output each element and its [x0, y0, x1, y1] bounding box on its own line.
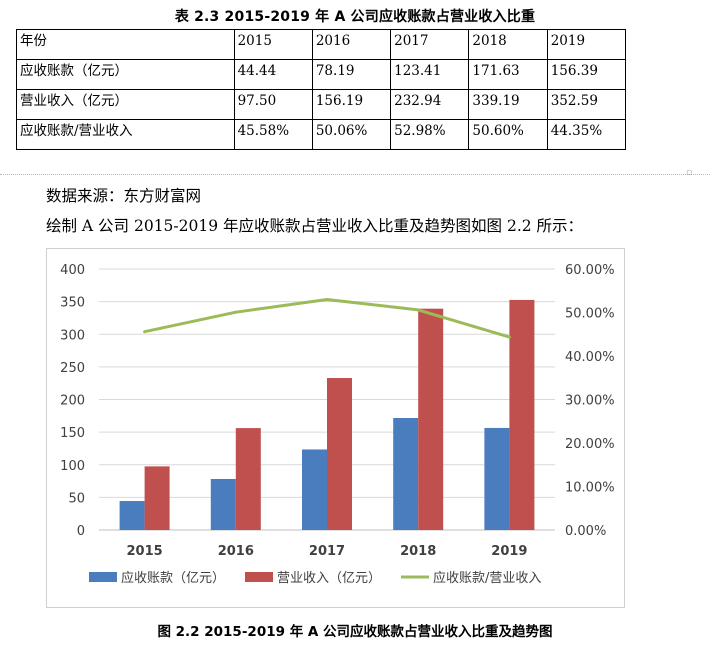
y-tick-label: 150: [60, 426, 85, 441]
section-divider: [0, 174, 710, 175]
table-cell: 营业收入（亿元）: [16, 89, 235, 120]
table-cell: 171.63: [468, 59, 548, 90]
y-tick-label: 400: [60, 263, 85, 278]
bar-revenue: [418, 308, 444, 530]
y2-tick-label: 30.00%: [565, 394, 615, 409]
data-source-text: 数据来源：东方财富网: [46, 187, 202, 205]
y2-tick-label: 50.00%: [565, 307, 615, 322]
table-cell: 232.94: [390, 89, 470, 120]
bar-receivables: [119, 501, 145, 530]
x-tick-label: 2018: [400, 544, 436, 559]
y-tick-label: 200: [60, 394, 85, 409]
combo-chart: 0 50 100 150 200 250 300 350 400 0.00% 10.00% 20.00…: [60, 263, 615, 586]
bar-revenue: [144, 466, 170, 530]
header-cell: 2017: [390, 29, 470, 60]
legend-swatch: [245, 572, 273, 582]
y2-tick-label: 20.00%: [565, 437, 615, 452]
line-point: [143, 330, 147, 334]
table-cell: 97.50: [233, 89, 313, 120]
bar-revenue: [327, 378, 352, 530]
table-cell: 123.41: [390, 59, 470, 90]
bar-receivables: [210, 478, 236, 530]
bar-revenue: [509, 299, 535, 530]
bar-revenue: [235, 428, 261, 530]
line-point: [416, 308, 420, 312]
header-cell: 2016: [311, 29, 392, 60]
table-cell: 50.06%: [311, 119, 392, 150]
table-cell: 352.59: [546, 89, 627, 120]
line-point: [234, 310, 238, 314]
paragraph-mark-icon: ▫: [686, 168, 693, 178]
table-cell: 44.35%: [546, 119, 627, 150]
table-cell: 52.98%: [390, 119, 470, 150]
bar-receivables: [393, 418, 419, 530]
line-point: [325, 298, 329, 302]
y2-tick-label: 0.00%: [565, 524, 606, 539]
y-tick-label: 250: [60, 361, 85, 376]
y-tick-label: 50: [68, 491, 85, 506]
legend-swatch: [89, 572, 117, 582]
table-row: 应收账款/营业收入 45.58% 50.06% 52.98% 50.60% 44…: [16, 119, 627, 150]
table-cell: 156.19: [311, 89, 392, 120]
x-tick-label: 2016: [218, 544, 254, 559]
legend-label: 营业收入（亿元）: [277, 571, 381, 586]
x-tick-label: 2019: [491, 544, 527, 559]
table-cell: 应收账款（亿元）: [16, 59, 235, 90]
legend-label: 应收账款（亿元）: [121, 570, 225, 586]
data-table: 年份 2015 2016 2017 2018 2019 应收账款（亿元） 44.…: [16, 29, 627, 150]
y-tick-label: 300: [60, 328, 85, 343]
table-row: 营业收入（亿元） 97.50 156.19 232.94 339.19 352.…: [16, 89, 627, 120]
y2-tick-label: 60.00%: [565, 263, 615, 278]
header-cell: 2015: [233, 29, 313, 60]
y2-tick-label: 10.00%: [565, 481, 615, 496]
description-text: 绘制 A 公司 2015-2019 年应收账款占营业收入比重及趋势图如图 2.2…: [46, 217, 584, 235]
y-tick-label: 100: [60, 459, 85, 474]
x-tick-label: 2015: [127, 544, 163, 559]
header-cell: 年份: [16, 29, 235, 60]
table-cell: 339.19: [468, 89, 548, 120]
line-ratio: [144, 298, 510, 339]
legend-label: 应收账款/营业收入: [433, 570, 541, 586]
table-header-row: 年份 2015 2016 2017 2018 2019: [16, 29, 627, 60]
y-tick-label: 0: [77, 524, 85, 539]
figure-caption: 图 2.2 2015-2019 年 A 公司应收账款占营业收入比重及趋势图: [157, 624, 553, 640]
bar-receivables: [484, 427, 510, 530]
chart-container: 0 50 100 150 200 250 300 350 400 0.00% 10.00% 20.00…: [46, 248, 625, 608]
x-tick-label: 2017: [309, 544, 345, 559]
table-cell: 45.58%: [233, 119, 313, 150]
table-title: 表 2.3 2015-2019 年 A 公司应收账款占营业收入比重: [174, 9, 536, 25]
bar-receivables: [302, 449, 327, 530]
table-cell: 156.39: [546, 59, 627, 90]
table-cell: 50.60%: [468, 119, 548, 150]
header-cell: 2019: [546, 29, 627, 60]
y-tick-label: 350: [60, 296, 85, 311]
header-cell: 2018: [468, 29, 548, 60]
line-point: [507, 335, 511, 339]
y2-tick-label: 40.00%: [565, 350, 615, 365]
table-cell: 78.19: [311, 59, 392, 90]
table-cell: 应收账款/营业收入: [16, 119, 235, 150]
table-row: 应收账款（亿元） 44.44 78.19 123.41 171.63 156.3…: [16, 59, 627, 90]
table-cell: 44.44: [233, 59, 313, 90]
